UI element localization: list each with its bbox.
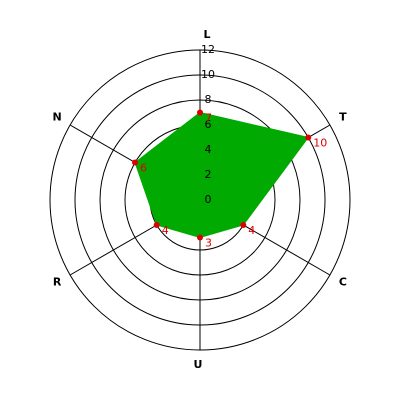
- r-tick-label: 12: [201, 43, 215, 56]
- axis-label: L: [203, 28, 210, 41]
- r-tick-label: 6: [205, 118, 212, 131]
- data-label: 10: [313, 137, 327, 150]
- axis-label: U: [194, 358, 203, 371]
- data-point: [153, 222, 160, 228]
- data-label: 3: [205, 237, 212, 250]
- data-point: [240, 222, 247, 228]
- data-label: 6: [140, 162, 147, 175]
- axis-label: T: [339, 111, 347, 124]
- axis-label: C: [339, 276, 347, 289]
- data-label: 7: [205, 112, 212, 125]
- axis-label: R: [53, 276, 62, 289]
- data-label: 4: [248, 224, 255, 237]
- r-tick-label: 8: [205, 93, 212, 106]
- data-point: [197, 109, 203, 116]
- axis-label: N: [52, 111, 61, 124]
- r-tick-label: 0: [205, 193, 212, 206]
- r-tick-label: 10: [201, 68, 215, 81]
- data-point: [305, 134, 312, 141]
- r-tick-label: 2: [205, 168, 212, 181]
- data-point: [132, 159, 139, 166]
- r-tick-label: 4: [205, 143, 212, 156]
- data-point: [197, 234, 203, 241]
- radar-area: [134, 111, 310, 239]
- data-label: 4: [162, 224, 169, 237]
